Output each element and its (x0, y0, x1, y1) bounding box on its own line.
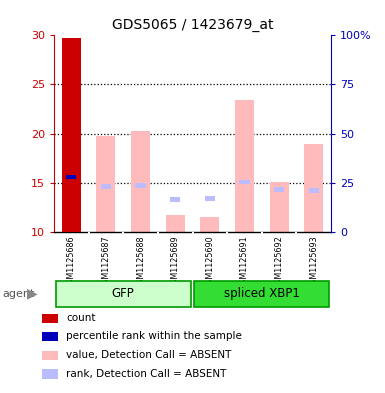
Bar (166, 215, 185, 232)
Text: GSM1125688: GSM1125688 (136, 235, 145, 289)
Bar (274, 187, 284, 192)
Text: GSM1125691: GSM1125691 (240, 235, 249, 289)
Bar (235, 100, 254, 232)
Text: GSM1125687: GSM1125687 (101, 235, 110, 289)
Bar (42, 314, 58, 323)
Bar (200, 217, 219, 232)
Text: GSM1125686: GSM1125686 (67, 235, 76, 289)
Bar (42, 369, 58, 379)
Bar (96, 136, 116, 232)
Bar (66, 175, 76, 179)
Bar (304, 144, 323, 232)
Text: value, Detection Call = ABSENT: value, Detection Call = ABSENT (66, 350, 232, 360)
Bar (270, 182, 289, 232)
Text: ▶: ▶ (27, 287, 38, 301)
Text: agent: agent (2, 289, 34, 299)
FancyBboxPatch shape (56, 281, 191, 307)
Bar (136, 184, 146, 188)
Text: spliced XBP1: spliced XBP1 (224, 287, 300, 300)
Text: rank, Detection Call = ABSENT: rank, Detection Call = ABSENT (66, 369, 227, 379)
Text: percentile rank within the sample: percentile rank within the sample (66, 331, 242, 342)
Bar (309, 188, 319, 193)
Bar (205, 196, 215, 201)
Bar (62, 38, 81, 232)
FancyBboxPatch shape (194, 281, 330, 307)
Text: GSM1125692: GSM1125692 (275, 235, 284, 289)
Bar (42, 351, 58, 360)
Text: GSM1125689: GSM1125689 (171, 235, 180, 289)
Bar (170, 197, 180, 202)
Bar (42, 332, 58, 341)
Text: GFP: GFP (112, 287, 135, 300)
Title: GDS5065 / 1423679_at: GDS5065 / 1423679_at (112, 18, 273, 31)
Bar (131, 130, 150, 232)
Bar (101, 184, 111, 189)
Text: count: count (66, 313, 96, 323)
Text: GSM1125690: GSM1125690 (205, 235, 214, 289)
Text: GSM1125693: GSM1125693 (309, 235, 318, 289)
Bar (239, 180, 250, 184)
